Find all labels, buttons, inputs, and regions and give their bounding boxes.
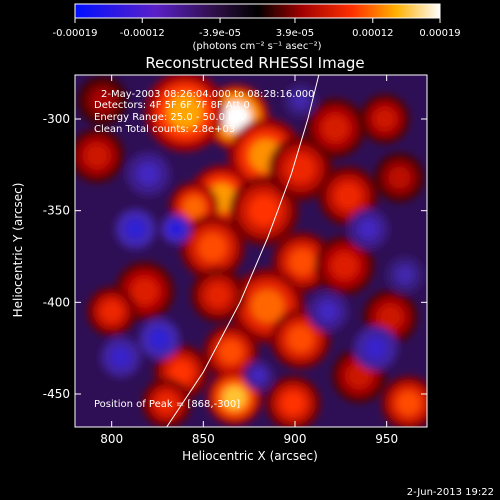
annotation-peak-position: Position of Peak = [868,-300] bbox=[94, 399, 240, 410]
colorbar-tick-label: 0.00019 bbox=[419, 28, 460, 39]
heatmap-blob bbox=[307, 291, 349, 332]
heatmap-blob bbox=[115, 208, 156, 250]
heatmap-blob bbox=[348, 208, 389, 250]
annotations: 2-May-2003 08:26:04.000 to 08:28:16.000 … bbox=[94, 89, 314, 410]
heatmap-blob bbox=[374, 152, 425, 203]
annotation-time-range: 2-May-2003 08:26:04.000 to 08:28:16.000 bbox=[101, 89, 314, 100]
heatmap-blob bbox=[154, 344, 209, 400]
heatmap-blob bbox=[265, 375, 321, 427]
annotation-clean: Clean Total counts: 2.8e+03 bbox=[94, 124, 235, 135]
y-tick-label: -450 bbox=[43, 387, 70, 401]
heatmap-blob bbox=[314, 235, 375, 296]
heatmap-blob bbox=[141, 378, 192, 427]
colorbar-tick-label: 3.9e-05 bbox=[276, 28, 314, 39]
heatmap-blob bbox=[203, 324, 259, 380]
heatmap-blob bbox=[139, 318, 180, 360]
heatmap-blob bbox=[86, 286, 137, 337]
heatmap-blob bbox=[75, 128, 125, 183]
annotation-energy: Energy Range: 25.0 - 50.0 keV bbox=[94, 112, 247, 123]
colorbar-tick-label: 0.00012 bbox=[352, 28, 393, 39]
colorbar-unit-label: (photons cm⁻² s⁻¹ asec⁻²) bbox=[192, 41, 321, 52]
plot-frame bbox=[74, 74, 428, 428]
x-axis-label: Heliocentric X (arcsec) bbox=[182, 449, 318, 463]
y-tick-label: -350 bbox=[43, 204, 70, 218]
y-tick-label: -300 bbox=[43, 112, 70, 126]
chart-title: Reconstructed RHESSI Image bbox=[145, 54, 364, 72]
heatmap-blob bbox=[353, 326, 398, 371]
heatmap-blob bbox=[360, 94, 410, 144]
y-tick-label: -400 bbox=[43, 295, 70, 309]
heatmap-blob bbox=[190, 267, 246, 323]
colorbar-gradient bbox=[74, 3, 441, 19]
heatmap-blob bbox=[204, 84, 269, 150]
heatmap-blob bbox=[207, 370, 262, 425]
heatmap-blob bbox=[180, 215, 245, 280]
x-tick-label: 950 bbox=[375, 432, 398, 446]
heatmap-blob bbox=[284, 84, 317, 118]
colorbar-tick-label: -3.9e-05 bbox=[199, 28, 241, 39]
heatmap-blob bbox=[126, 152, 171, 196]
heatmap-blob bbox=[145, 75, 225, 152]
heatmap-blob bbox=[243, 361, 273, 391]
y-axis-label: Heliocentric Y (arcsec) bbox=[11, 183, 25, 318]
x-axis-ticks: 800 850 900 950 bbox=[100, 75, 398, 446]
heatmap-image bbox=[75, 75, 427, 427]
footer-date: 2-Jun-2013 19:22 bbox=[407, 487, 494, 498]
annotation-detectors: Detectors: 4F 5F 6F 7F 8F Att 0 bbox=[94, 100, 250, 111]
colorbar-ticks: -0.00019 -0.00012 -3.9e-05 3.9e-05 0.00012 0.… bbox=[53, 18, 461, 39]
heatmap-blob bbox=[381, 375, 427, 427]
colorbar-tick-label: -0.00012 bbox=[120, 28, 165, 39]
heatmap-blob bbox=[100, 337, 141, 378]
plot-area: 800 850 900 950 -300 -350 -400 -450 bbox=[43, 74, 428, 446]
x-tick-label: 900 bbox=[284, 432, 307, 446]
heatmap-blob bbox=[77, 75, 128, 126]
heatmap-blob bbox=[386, 256, 424, 294]
colorbar: -0.00019 -0.00012 -3.9e-05 3.9e-05 0.00012 0.… bbox=[53, 3, 461, 52]
heatmap-blob bbox=[305, 98, 366, 158]
heatmap-blob bbox=[161, 214, 191, 244]
x-tick-label: 800 bbox=[100, 432, 123, 446]
x-tick-label: 850 bbox=[192, 432, 215, 446]
y-axis-ticks: -300 -350 -400 -450 bbox=[43, 112, 427, 401]
solar-limb-curve bbox=[166, 75, 320, 427]
colorbar-tick-label: -0.00019 bbox=[53, 28, 98, 39]
